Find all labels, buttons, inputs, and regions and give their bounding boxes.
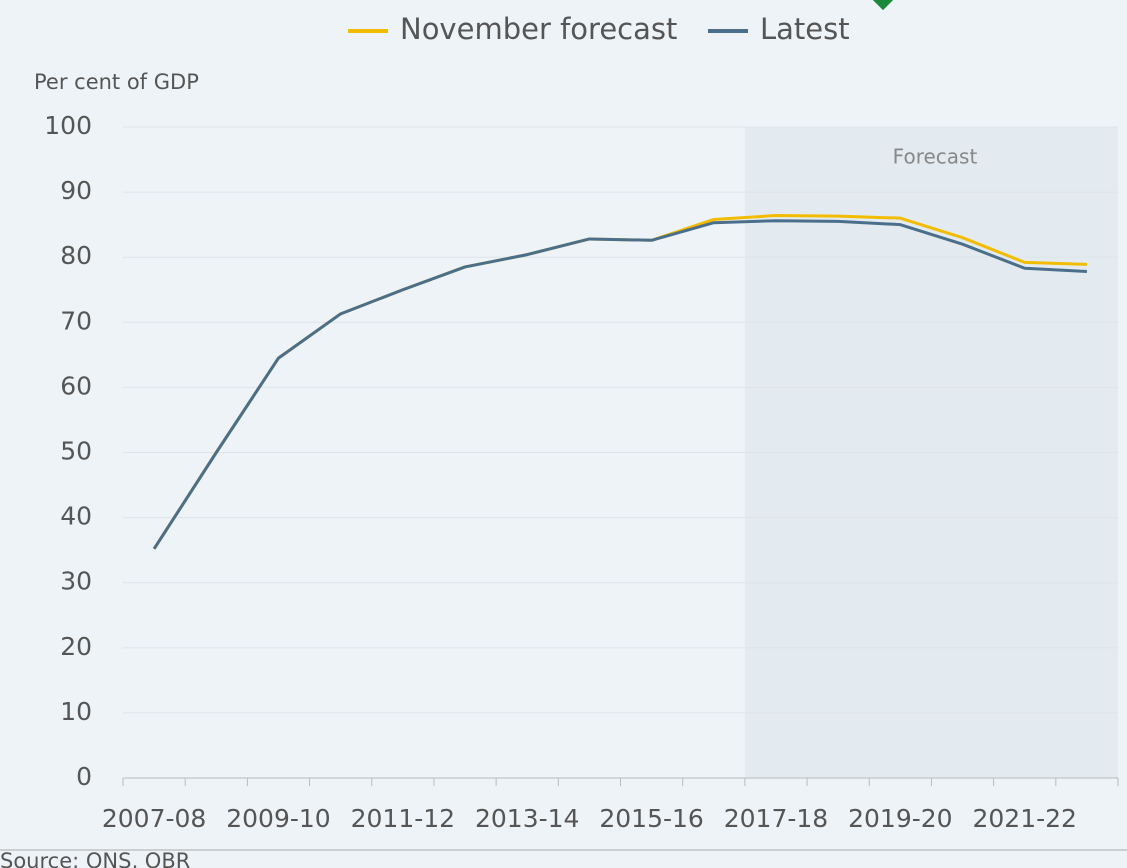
y-axis-label: Per cent of GDP bbox=[34, 70, 199, 94]
y-tick-label: 100 bbox=[44, 111, 92, 140]
series-line bbox=[152, 219, 1087, 550]
y-tick-label: 20 bbox=[60, 632, 92, 661]
y-tick-label: 0 bbox=[76, 762, 92, 791]
x-tick-label: 2013-14 bbox=[475, 804, 579, 833]
source: Source: ONS, OBR bbox=[0, 849, 190, 868]
x-tick-label: 2017-18 bbox=[724, 804, 828, 833]
title-icon bbox=[868, 0, 898, 11]
legend-label: November forecast bbox=[400, 12, 677, 46]
x-tick-label: 2009-10 bbox=[226, 804, 330, 833]
legend-label: Latest bbox=[760, 12, 850, 46]
x-tick-label: 2011-12 bbox=[351, 804, 455, 833]
y-tick-label: 40 bbox=[60, 502, 92, 531]
y-tick-label: 90 bbox=[60, 176, 92, 205]
x-tick-label: 2007-08 bbox=[102, 804, 206, 833]
y-tick-label: 50 bbox=[60, 437, 92, 466]
x-tick-label: 2021-22 bbox=[972, 804, 1076, 833]
y-tick-label: 60 bbox=[60, 371, 92, 400]
y-tick-label: 10 bbox=[60, 697, 92, 726]
forecast-label: Forecast bbox=[893, 145, 978, 169]
x-tick-label: 2015-16 bbox=[599, 804, 703, 833]
x-tick-label: 2019-20 bbox=[848, 804, 952, 833]
y-tick-label: 30 bbox=[60, 567, 92, 596]
y-tick-label: 70 bbox=[60, 306, 92, 335]
y-tick-label: 80 bbox=[60, 241, 92, 270]
